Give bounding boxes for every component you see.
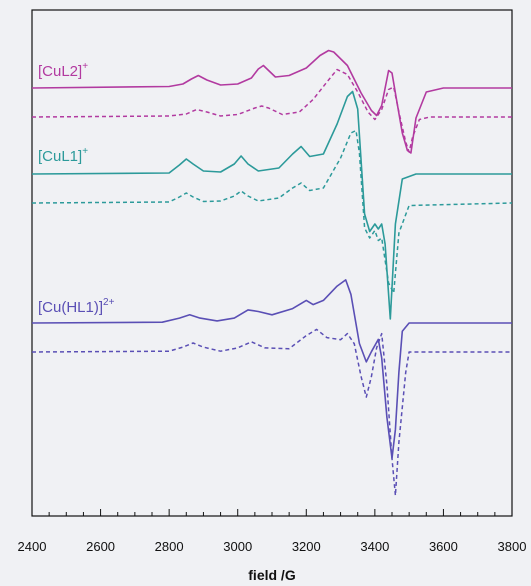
x-axis-title: field /G xyxy=(248,567,296,583)
x-tick-label: 2800 xyxy=(155,539,184,554)
series-line-2 xyxy=(31,68,512,153)
series-line-1 xyxy=(31,49,512,154)
plot-frame xyxy=(31,9,513,517)
series-line-3 xyxy=(31,90,512,320)
series-labels: [CuL2]+ [CuL1]+ [Cu(HL1)]2+ xyxy=(38,61,115,316)
series-label-5: [Cu(HL1)]2+ xyxy=(38,297,115,316)
series-line-4 xyxy=(31,129,513,294)
x-tick-label: 2400 xyxy=(18,539,47,554)
series-line-5 xyxy=(31,279,512,460)
x-tick-label: 3800 xyxy=(498,539,527,554)
x-tick-label: 3600 xyxy=(429,539,458,554)
x-tick-label: 3000 xyxy=(223,539,252,554)
x-tick-label: 3200 xyxy=(292,539,321,554)
series-label-3: [CuL1]+ xyxy=(38,146,88,165)
series-label-1: [CuL2]+ xyxy=(38,61,88,80)
x-axis-ticks: 2400 2600 2800 3000 3200 3400 3600 3800 xyxy=(18,509,527,554)
series-line-6 xyxy=(31,328,512,497)
x-tick-label: 3400 xyxy=(360,539,389,554)
spectra-curves xyxy=(31,49,513,497)
x-tick-label: 2600 xyxy=(86,539,115,554)
